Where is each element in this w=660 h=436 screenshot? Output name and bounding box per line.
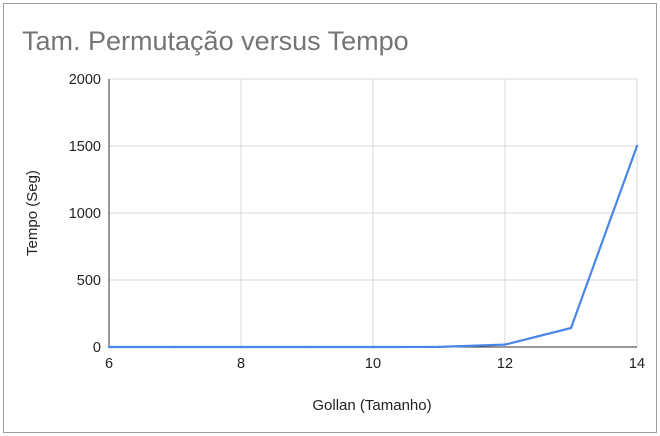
x-tick-label: 14 <box>629 356 645 372</box>
data-point <box>569 326 573 330</box>
y-axis-title: Tempo (Seg) <box>24 170 41 256</box>
x-tick-label: 6 <box>105 356 113 372</box>
chart-frame <box>3 3 657 433</box>
series-layer <box>107 144 639 349</box>
x-tick-label: 8 <box>237 356 245 372</box>
chart-title: Tam. Permutação versus Tempo <box>22 26 409 56</box>
data-point <box>173 345 177 349</box>
x-tick-labels: 6 8 10 12 14 <box>105 356 645 372</box>
x-tick-label: 10 <box>365 356 381 372</box>
y-tick-label: 2000 <box>69 72 101 88</box>
data-point <box>635 144 639 148</box>
data-point <box>305 345 309 349</box>
y-tick-label: 500 <box>77 273 101 289</box>
x-axis-title: Gollan (Tamanho) <box>312 397 431 414</box>
data-point <box>503 343 507 346</box>
y-tick-labels: 0 500 1000 1500 2000 <box>69 72 101 356</box>
data-point <box>107 345 111 349</box>
x-tick-label: 12 <box>497 356 513 372</box>
y-tick-label: 0 <box>93 340 101 356</box>
data-point <box>239 345 243 349</box>
y-tick-label: 1000 <box>69 206 101 222</box>
data-point <box>437 345 441 349</box>
data-point <box>371 345 375 349</box>
gridlines <box>109 78 638 347</box>
y-tick-label: 1500 <box>69 139 101 155</box>
